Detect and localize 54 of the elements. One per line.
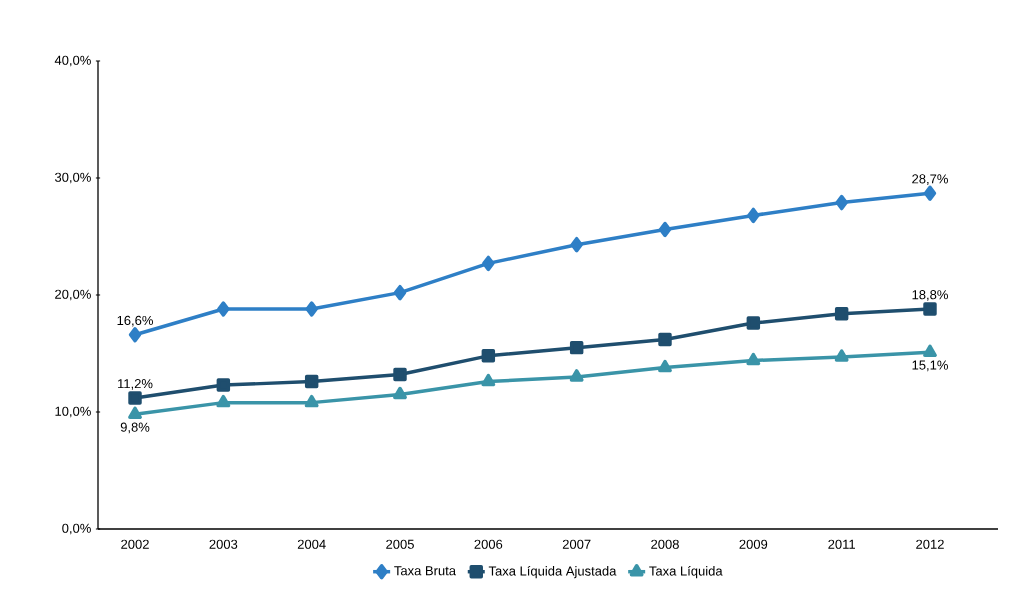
point bbox=[305, 301, 318, 317]
y-tick-label: 10,0% bbox=[55, 406, 91, 418]
point bbox=[216, 378, 231, 392]
point bbox=[834, 306, 849, 321]
point bbox=[658, 359, 672, 373]
point bbox=[481, 373, 496, 387]
legend-label: Taxa Bruta bbox=[394, 566, 457, 576]
point bbox=[304, 374, 319, 389]
x-tick-label: 2007 bbox=[562, 539, 591, 549]
x-tick-label: 2012 bbox=[916, 539, 944, 549]
x-tick-label: 2003 bbox=[209, 539, 238, 549]
x-tick-label: 2005 bbox=[386, 539, 414, 549]
x-tick-label: 2002 bbox=[121, 539, 149, 549]
point bbox=[128, 391, 142, 405]
point bbox=[393, 386, 407, 400]
point bbox=[746, 352, 761, 366]
data-label: 11,2% bbox=[118, 379, 153, 390]
point bbox=[746, 316, 761, 330]
point bbox=[834, 349, 849, 362]
data-label: 16,6% bbox=[117, 315, 153, 327]
point bbox=[216, 394, 231, 408]
data-label: 28,7% bbox=[912, 174, 948, 186]
point bbox=[835, 194, 848, 211]
point bbox=[482, 255, 495, 272]
point bbox=[569, 369, 584, 382]
point bbox=[128, 327, 142, 343]
point bbox=[217, 301, 230, 317]
point bbox=[747, 207, 760, 224]
data-label: 18,8% bbox=[912, 290, 948, 301]
point bbox=[393, 367, 407, 382]
y-tick-label: 0,0% bbox=[62, 523, 91, 535]
y-tick-label: 40,0% bbox=[54, 55, 91, 67]
legend-label: Taxa Líquida Ajustada bbox=[488, 565, 617, 579]
legend-label: Taxa Líquida bbox=[649, 565, 723, 579]
point bbox=[658, 221, 672, 238]
data-label: 9,8% bbox=[120, 422, 150, 434]
x-tick-label: 2011 bbox=[828, 539, 855, 549]
point bbox=[393, 284, 407, 301]
point bbox=[923, 344, 937, 358]
point bbox=[658, 332, 672, 347]
x-tick-label: 2004 bbox=[297, 539, 326, 549]
y-tick-label: 20,0% bbox=[55, 289, 91, 301]
point bbox=[570, 236, 583, 253]
y-tick-label: 30,0% bbox=[54, 172, 91, 184]
point bbox=[304, 394, 319, 408]
point bbox=[923, 302, 937, 316]
x-tick-label: 2009 bbox=[739, 539, 768, 549]
x-tick-label: 2008 bbox=[651, 539, 679, 549]
point bbox=[569, 340, 584, 355]
data-label: 15,1% bbox=[912, 360, 948, 372]
point bbox=[481, 349, 496, 363]
point bbox=[923, 185, 937, 201]
point bbox=[128, 406, 142, 420]
x-tick-label: 2006 bbox=[474, 539, 503, 549]
